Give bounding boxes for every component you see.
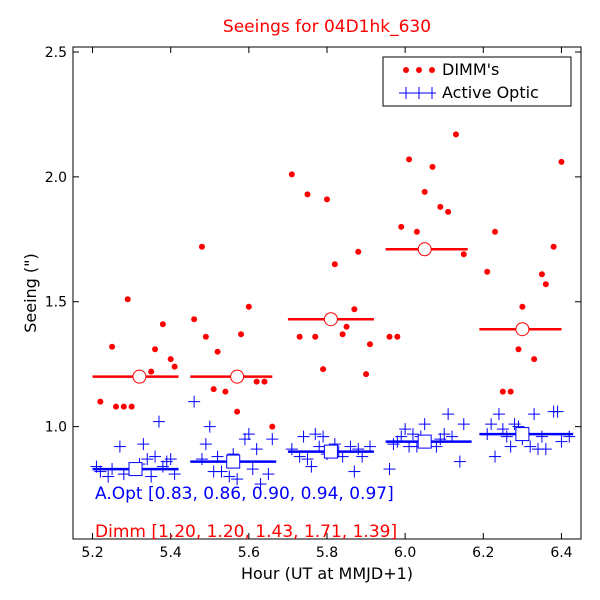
aopt-mean-marker bbox=[323, 444, 338, 459]
dimm-point bbox=[542, 281, 549, 288]
dimm-point bbox=[538, 271, 545, 278]
x-tick-label: 5.4 bbox=[160, 545, 182, 561]
dimm-mean-marker bbox=[323, 312, 338, 327]
dimm-point bbox=[191, 316, 198, 323]
dimm-series bbox=[92, 131, 565, 430]
aopt-mean-marker bbox=[128, 462, 143, 477]
dimm-point bbox=[531, 356, 538, 363]
dimm-point bbox=[198, 243, 205, 250]
x-tick-label: 5.8 bbox=[316, 545, 338, 561]
dimm-point bbox=[312, 333, 319, 340]
dimm-point bbox=[558, 158, 565, 165]
dimm-point bbox=[97, 398, 104, 405]
y-tick-label: 2.0 bbox=[45, 170, 67, 186]
dimm-point bbox=[386, 333, 393, 340]
dimm-point bbox=[296, 333, 303, 340]
dimm-point bbox=[222, 388, 229, 395]
y-axis: 1.0 1.5 2.0 2.5 bbox=[45, 45, 581, 436]
dimm-point bbox=[429, 163, 436, 170]
aopt-mean-marker bbox=[417, 434, 432, 449]
dimm-point bbox=[124, 296, 131, 303]
dimm-point bbox=[363, 371, 370, 378]
dimm-point bbox=[234, 408, 241, 415]
x-tick-label: 5.6 bbox=[238, 545, 260, 561]
dimm-point bbox=[148, 368, 155, 375]
dimm-point bbox=[484, 268, 491, 275]
dimm-point bbox=[288, 171, 295, 178]
dimm-point bbox=[437, 203, 444, 210]
dimm-point bbox=[499, 388, 506, 395]
dimm-mean-marker bbox=[230, 369, 245, 384]
y-tick-label: 2.5 bbox=[45, 45, 67, 61]
dimm-point bbox=[445, 208, 452, 215]
dimm-point bbox=[550, 243, 557, 250]
dimm-mean-marker bbox=[132, 369, 147, 384]
dimm-point bbox=[421, 188, 428, 195]
legend-dimm-label: DIMM's bbox=[442, 60, 499, 79]
dimm-point bbox=[366, 341, 373, 348]
dimm-point bbox=[152, 346, 159, 353]
dimm-point bbox=[167, 356, 174, 363]
dimm-point bbox=[452, 131, 459, 138]
dimm-point bbox=[245, 303, 252, 310]
dimm-point bbox=[331, 261, 338, 268]
dimm-point bbox=[324, 196, 330, 203]
dimm-point bbox=[238, 331, 245, 338]
y-tick-label: 1.5 bbox=[45, 295, 67, 311]
dimm-point bbox=[413, 228, 420, 235]
dimm-point bbox=[519, 303, 526, 310]
dimm-point bbox=[339, 331, 346, 338]
dimm-point bbox=[210, 386, 217, 393]
dimm-mean-marker bbox=[515, 322, 530, 337]
dimm-point bbox=[304, 191, 311, 198]
x-axis: 5.2 5.4 5.6 5.8 6.0 6.2 6.4 bbox=[81, 47, 573, 561]
y-axis-label: Seeing (") bbox=[21, 253, 40, 333]
dimm-point bbox=[269, 423, 276, 430]
dimm-point bbox=[515, 346, 522, 353]
dimm-point bbox=[171, 363, 178, 370]
dimm-point bbox=[159, 321, 166, 328]
dimm-point bbox=[320, 366, 327, 373]
legend-dot bbox=[403, 67, 409, 73]
dimm-point bbox=[128, 403, 135, 410]
dimm-point bbox=[109, 343, 116, 350]
active-optic-summary: A.Opt [0.83, 0.86, 0.90, 0.94, 0.97] bbox=[95, 484, 394, 504]
chart-title: Seeings for 04D1hk_630 bbox=[223, 17, 431, 37]
x-tick-label: 6.4 bbox=[550, 545, 572, 561]
aopt-mean-marker bbox=[226, 454, 241, 469]
legend-dimm-symbol bbox=[403, 67, 435, 73]
dimm-point bbox=[355, 248, 362, 255]
dimm-point bbox=[460, 251, 467, 258]
dimm-summary: Dimm [1.20, 1.20, 1.43, 1.71, 1.39] bbox=[95, 522, 397, 542]
plot-area bbox=[72, 46, 582, 540]
x-tick-label: 6.0 bbox=[394, 545, 416, 561]
x-axis-label: Hour (UT at MMJD+1) bbox=[241, 564, 413, 583]
dimm-point bbox=[120, 403, 127, 410]
x-tick-label: 5.2 bbox=[81, 545, 103, 561]
legend-active-optic-symbol bbox=[399, 87, 436, 99]
dimm-point bbox=[406, 156, 413, 163]
dimm-point bbox=[253, 378, 260, 385]
legend-dot bbox=[416, 67, 422, 73]
dimm-point bbox=[351, 306, 358, 313]
dimm-point bbox=[112, 403, 119, 410]
dimm-point bbox=[398, 223, 405, 230]
legend-box bbox=[382, 56, 572, 107]
dimm-mean-marker bbox=[417, 242, 432, 257]
legend-dot bbox=[429, 67, 435, 73]
aopt-mean-marker bbox=[515, 427, 530, 442]
legend-active-optic-label: Active Optic bbox=[442, 83, 539, 102]
dimm-point bbox=[394, 333, 401, 340]
y-tick-label: 1.0 bbox=[45, 420, 67, 436]
x-tick-label: 6.2 bbox=[472, 545, 494, 561]
dimm-point bbox=[507, 388, 514, 395]
dimm-point bbox=[214, 348, 221, 355]
legend: DIMM's Active Optic bbox=[382, 56, 572, 107]
dimm-point bbox=[343, 323, 350, 330]
dimm-point bbox=[492, 228, 499, 235]
active-optic-series bbox=[90, 395, 576, 491]
dimm-point bbox=[202, 333, 209, 340]
dimm-point bbox=[261, 378, 268, 385]
